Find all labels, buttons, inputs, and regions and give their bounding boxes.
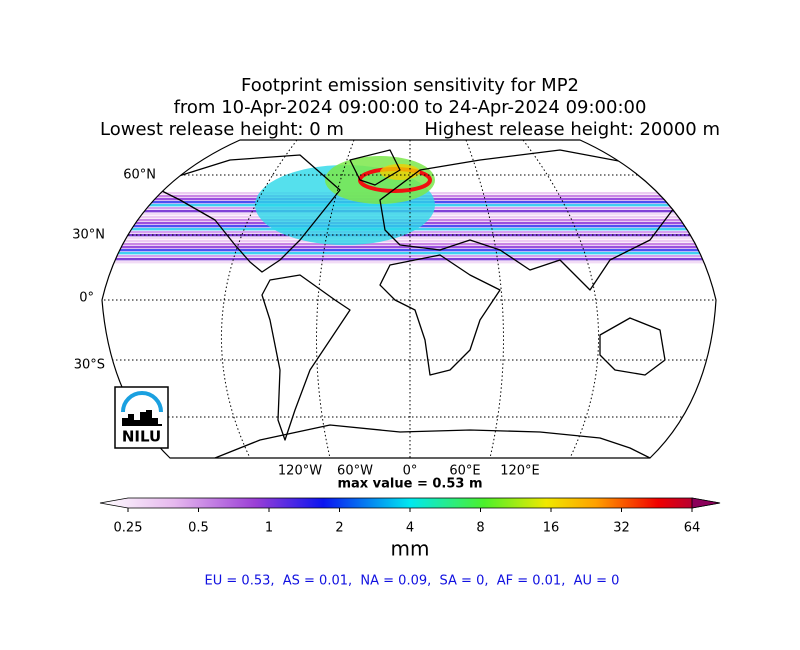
- footprint-band: [102, 246, 716, 249]
- lat-label: 30°S: [74, 358, 105, 373]
- colorbar-tick-label: 0.5: [188, 521, 209, 536]
- colorbar-tick-label: 64: [684, 521, 701, 536]
- colorbar-tick-label: 0.25: [114, 521, 143, 536]
- lon-label: 60°E: [449, 464, 480, 479]
- footprint-band: [102, 237, 716, 240]
- lat-label: 30°N: [72, 228, 105, 243]
- footprint-band: [102, 240, 716, 243]
- title-line: from 10-Apr-2024 09:00:00 to 24-Apr-2024…: [174, 97, 647, 118]
- coastlines: [149, 149, 681, 458]
- colorbar-unit: mm: [391, 537, 430, 561]
- title-block: Footprint emission sensitivity for MP2 f…: [100, 75, 720, 140]
- colorbar-tick-label: 4: [406, 521, 414, 536]
- lat-label: 0°: [79, 291, 94, 306]
- logo-text: NILU: [122, 428, 161, 446]
- lat-label: 60°N: [123, 168, 156, 183]
- footprint-band: [102, 255, 716, 258]
- colorbar-tick-label: 1: [265, 521, 273, 536]
- colorbar-tick-label: 8: [476, 521, 484, 536]
- colorbar-tick-label: 2: [335, 521, 343, 536]
- footprint-band: [102, 249, 716, 252]
- lon-label: 120°W: [278, 464, 322, 479]
- footprint-band: [102, 252, 716, 255]
- lon-label: 120°E: [500, 464, 540, 479]
- lat-labels: 60°N 30°N 0° 30°S: [72, 168, 156, 373]
- colorbar: 0.25 0.5 1 2 4 8 16 32 64: [99, 497, 721, 536]
- lon-label: 60°W: [337, 464, 373, 479]
- footprint-band: [102, 243, 716, 246]
- footprint-band: [102, 258, 716, 261]
- lon-labels: 120°W 60°W 0° 60°E 120°E: [278, 464, 540, 479]
- release-high: Highest release height: 20000 m: [424, 119, 720, 140]
- logo: NILU: [114, 386, 169, 449]
- map: [102, 140, 716, 458]
- lon-label: 0°: [403, 464, 418, 479]
- max-value: max value = 0.53 m: [337, 477, 482, 492]
- map-border: [101, 139, 717, 459]
- colorbar-tick-label: 16: [543, 521, 560, 536]
- regional-summary: EU = 0.53, AS = 0.01, NA = 0.09, SA = 0,…: [205, 574, 620, 589]
- colorbar-tick-label: 32: [613, 521, 630, 536]
- title-line: Footprint emission sensitivity for MP2: [241, 75, 579, 96]
- graticule: [102, 140, 716, 458]
- release-low: Lowest release height: 0 m: [100, 119, 344, 140]
- footprint-band: [102, 261, 716, 264]
